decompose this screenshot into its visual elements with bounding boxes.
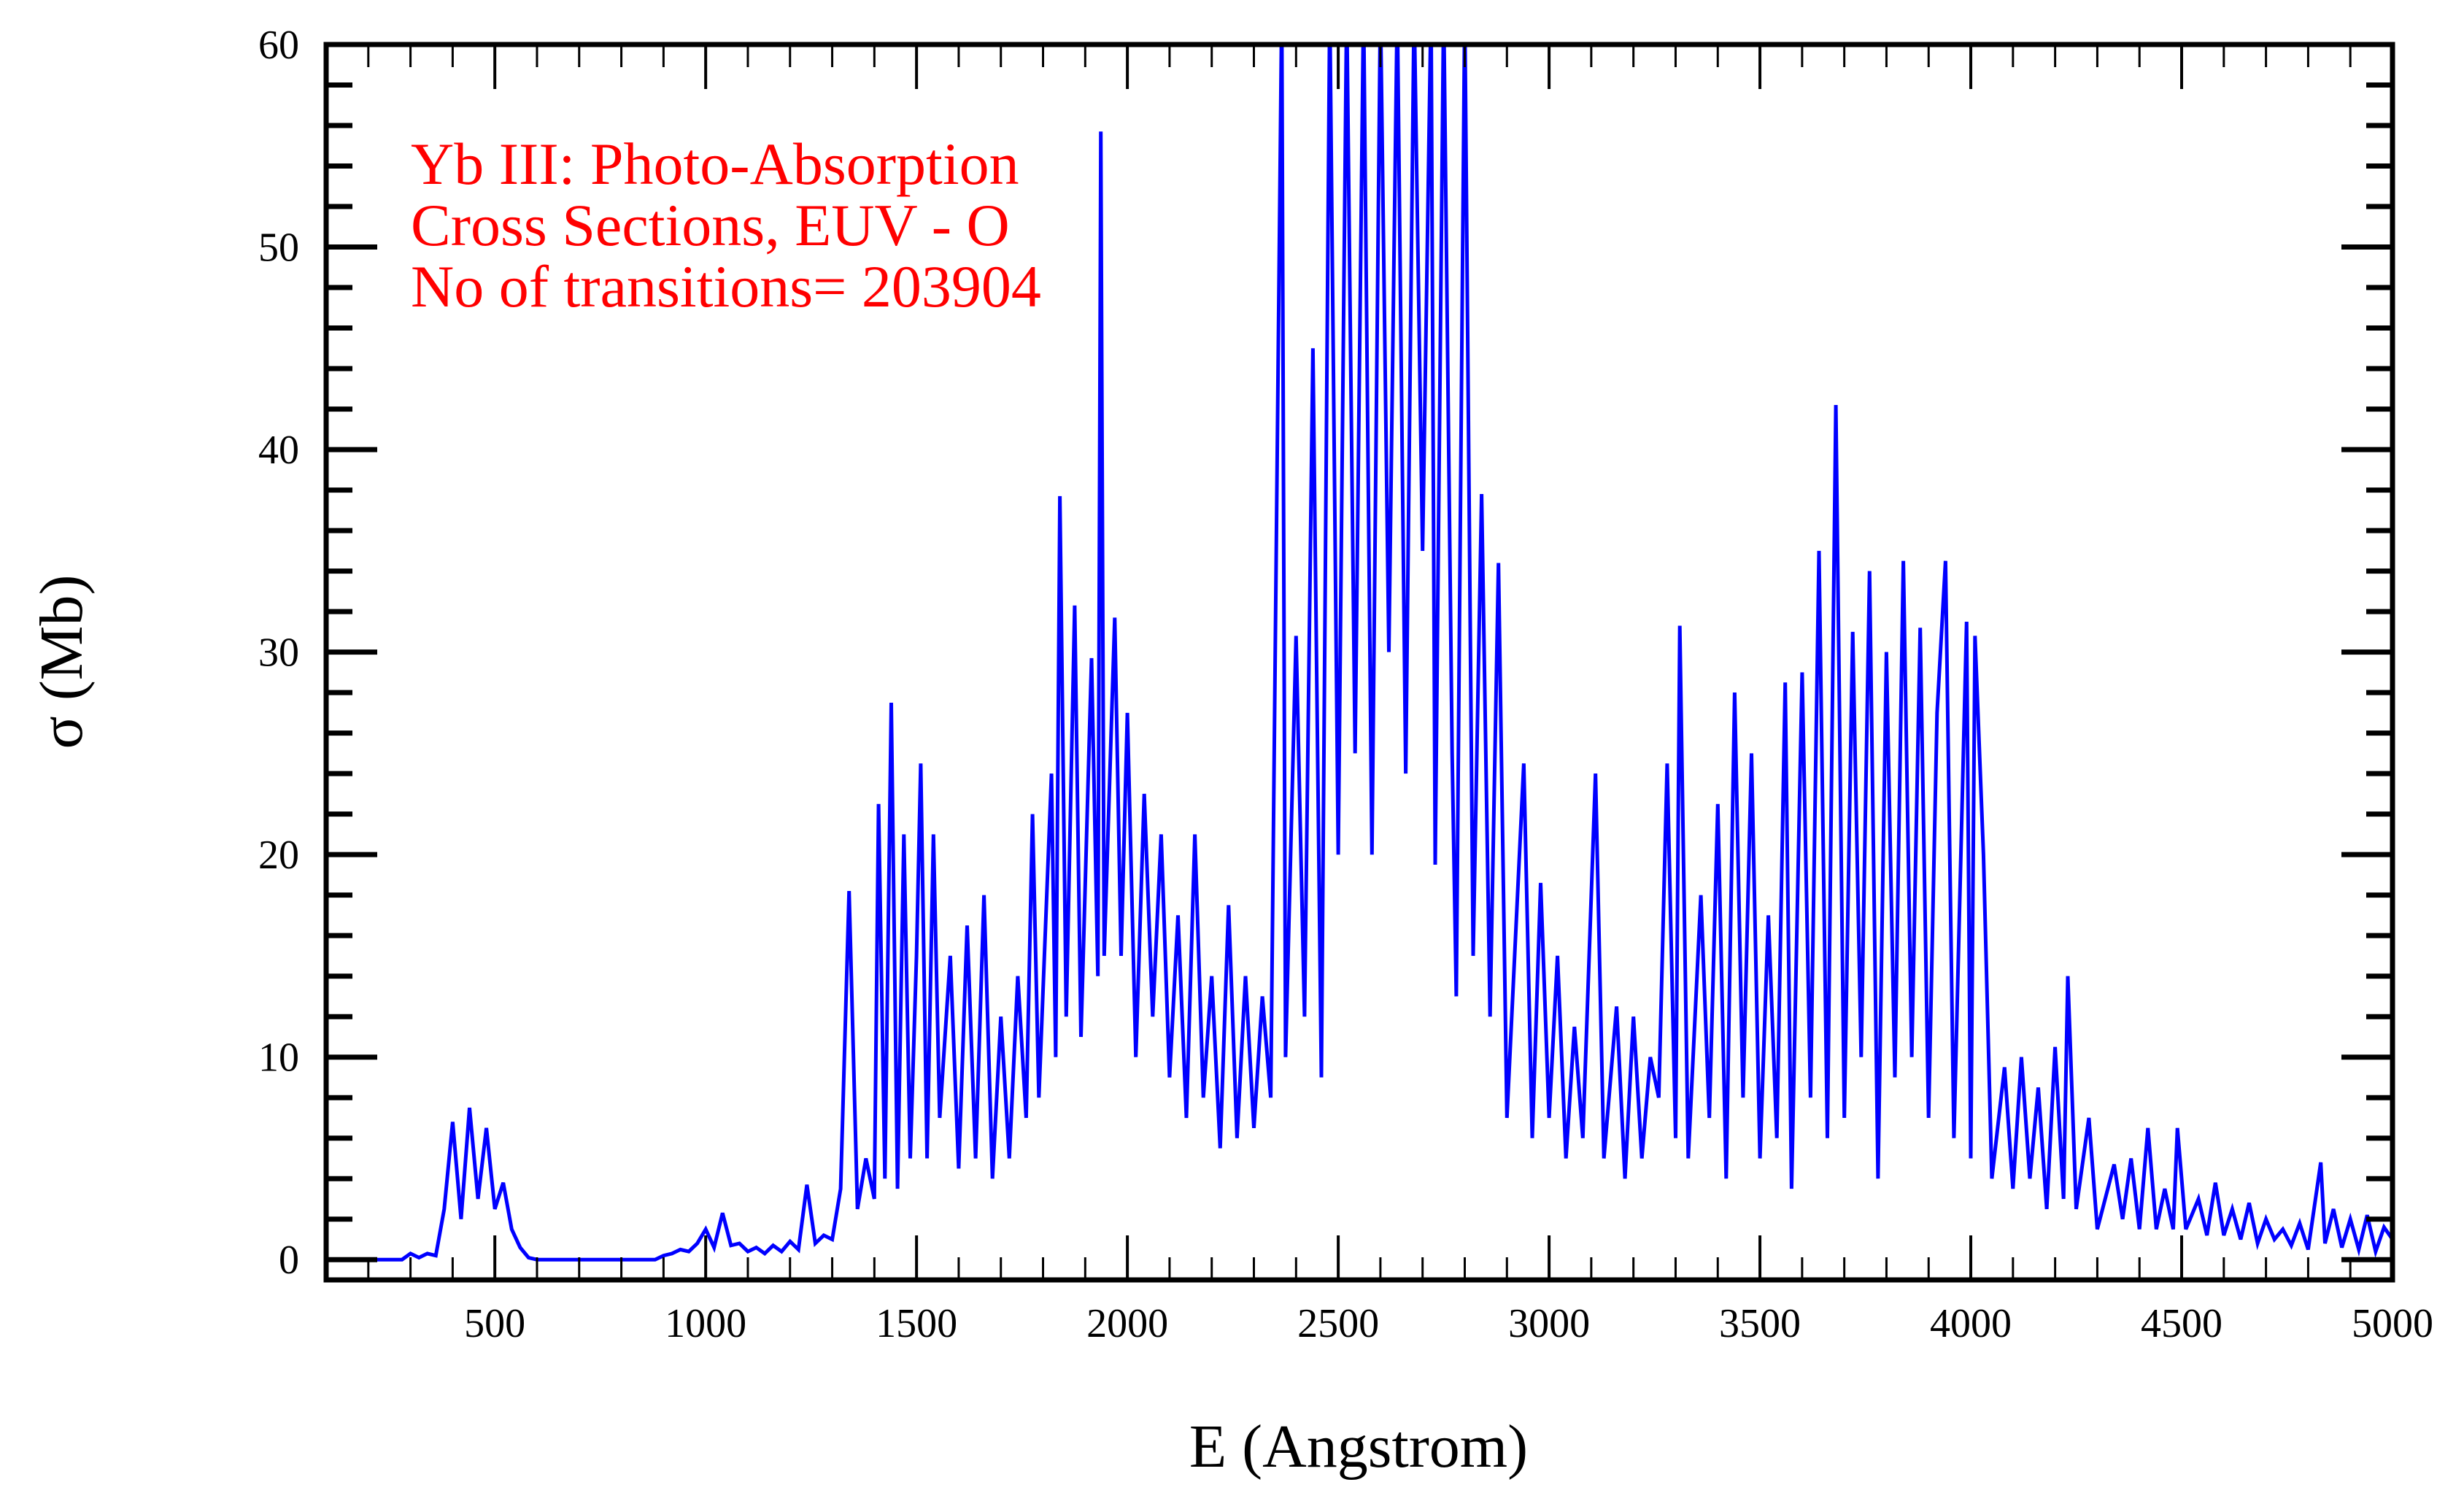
x-tick-label: 4000 <box>1930 1301 2012 1346</box>
plot-frame <box>323 42 2395 1283</box>
x-tick-label: 500 <box>464 1301 525 1346</box>
y-tick-label: 50 <box>258 225 299 271</box>
x-tick-label: 3500 <box>1719 1301 1801 1346</box>
y-axis-title: σ (Mb) <box>28 575 96 749</box>
annotation-line-2: Cross Sections, EUV - O <box>411 192 1010 258</box>
annotation-line-3: No of transitions= 203904 <box>411 253 1041 320</box>
y-tick-label: 60 <box>258 23 299 68</box>
x-tick-label: 3000 <box>1508 1301 1590 1346</box>
y-tick-label: 10 <box>258 1035 299 1081</box>
annotation-line-1: Yb III: Photo-Absorption <box>411 131 1019 197</box>
x-tick-label: 1000 <box>665 1301 746 1346</box>
x-tick-label: 4500 <box>2141 1301 2222 1346</box>
x-tick-label: 2000 <box>1086 1301 1168 1346</box>
series-line-0 <box>368 45 2392 1262</box>
annotation-block: Yb III: Photo-Absorption Cross Sections,… <box>411 131 1041 320</box>
y-tick-label: 20 <box>258 833 299 878</box>
x-tick-label: 2500 <box>1297 1301 1379 1346</box>
y-tick-label: 30 <box>258 630 299 676</box>
x-tick-label: 1500 <box>876 1301 957 1346</box>
y-tick-label: 0 <box>279 1238 299 1283</box>
y-tick-label: 40 <box>258 428 299 473</box>
tick-labels: 500 1000 1500 2000 2500 3000 3500 4000 4500 5000 0… <box>258 23 2433 1346</box>
x-axis-title: E (Angstrom) <box>1189 1413 1528 1481</box>
series-layer <box>368 45 2392 1262</box>
x-tick-label: 5000 <box>2352 1301 2433 1346</box>
